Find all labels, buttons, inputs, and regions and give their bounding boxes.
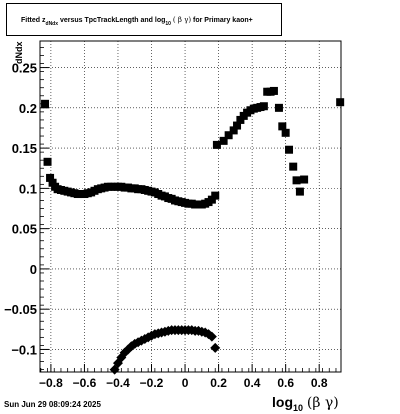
x-tick-label: 0.2: [210, 376, 227, 390]
data-point: [219, 136, 228, 145]
data-point: [46, 173, 55, 182]
data-point: [206, 331, 217, 342]
data-point: [224, 131, 233, 140]
x-tick-label: 0.6: [277, 376, 294, 390]
data-point: [274, 103, 283, 112]
data-point: [229, 126, 238, 135]
data-point: [300, 175, 309, 184]
data-point: [285, 145, 294, 154]
title-mid: versus TpcTrackLength and log: [59, 17, 166, 24]
x-tick-label: −0.6: [73, 376, 97, 390]
title-bg: ( β γ): [172, 16, 192, 24]
y-tick-label: 0.2: [19, 101, 37, 116]
datestamp: Sun Jun 29 08:09:24 2025: [4, 400, 101, 409]
x-tick-label: −0.4: [106, 376, 130, 390]
x-tick-labels: −0.8 −0.6 −0.4 −0.2 0 0.2 0.4 0.6 0.8: [39, 376, 328, 390]
data-point: [43, 157, 52, 166]
data-point: [259, 102, 268, 111]
data-point: [289, 162, 298, 171]
title-z: z: [42, 17, 46, 24]
x-axis-label: log10 (β γ): [272, 394, 339, 413]
data-point: [278, 122, 287, 131]
x-tick-label: 0.4: [244, 376, 261, 390]
y-tick-label: 0.25: [12, 61, 37, 76]
data-point: [281, 128, 290, 137]
y-tick-label: −0.05: [4, 302, 37, 317]
x-tick-label: 0.8: [311, 376, 328, 390]
data-points: [41, 86, 345, 375]
data-point: [212, 140, 221, 149]
x-tick-label: −0.2: [140, 376, 164, 390]
chart-title: Fitted zdNdx versus TpcTrackLength and l…: [6, 3, 282, 36]
data-point: [41, 99, 50, 108]
data-point: [48, 178, 57, 187]
y-tick-labels: −0.1 −0.05 0 0.05 0.1 0.15 0.2 0.25: [4, 61, 37, 358]
data-point: [295, 187, 304, 196]
data-point: [336, 98, 345, 107]
axis-ticks: [40, 47, 337, 372]
title-z-sub: dNdx: [45, 21, 59, 27]
data-point: [210, 342, 221, 353]
x-axis-label-bg: (β γ): [306, 395, 339, 411]
data-point: [292, 176, 301, 185]
plot-frame: [39, 40, 342, 373]
y-tick-label: 0.1: [19, 181, 37, 196]
y-axis-label: dNdx: [14, 42, 24, 65]
title-post: for Primary kaon+: [193, 17, 253, 24]
y-tick-label: −0.1: [11, 342, 37, 357]
y-tick-label: 0.15: [12, 141, 37, 156]
grid: [40, 41, 341, 372]
x-axis-label-sub: 10: [293, 403, 304, 413]
data-point: [236, 115, 245, 124]
title-log-sub: 10: [165, 21, 171, 27]
title-pre: Fitted: [21, 17, 41, 24]
data-point: [269, 86, 278, 95]
y-tick-label: 0: [30, 262, 37, 277]
data-point: [207, 195, 216, 204]
x-axis-label-log: log: [272, 394, 293, 410]
y-tick-label: 0.05: [12, 222, 37, 237]
data-point: [211, 191, 220, 200]
x-tick-label: −0.8: [39, 376, 63, 390]
data-point: [233, 121, 242, 130]
x-tick-label: 0: [182, 376, 189, 390]
